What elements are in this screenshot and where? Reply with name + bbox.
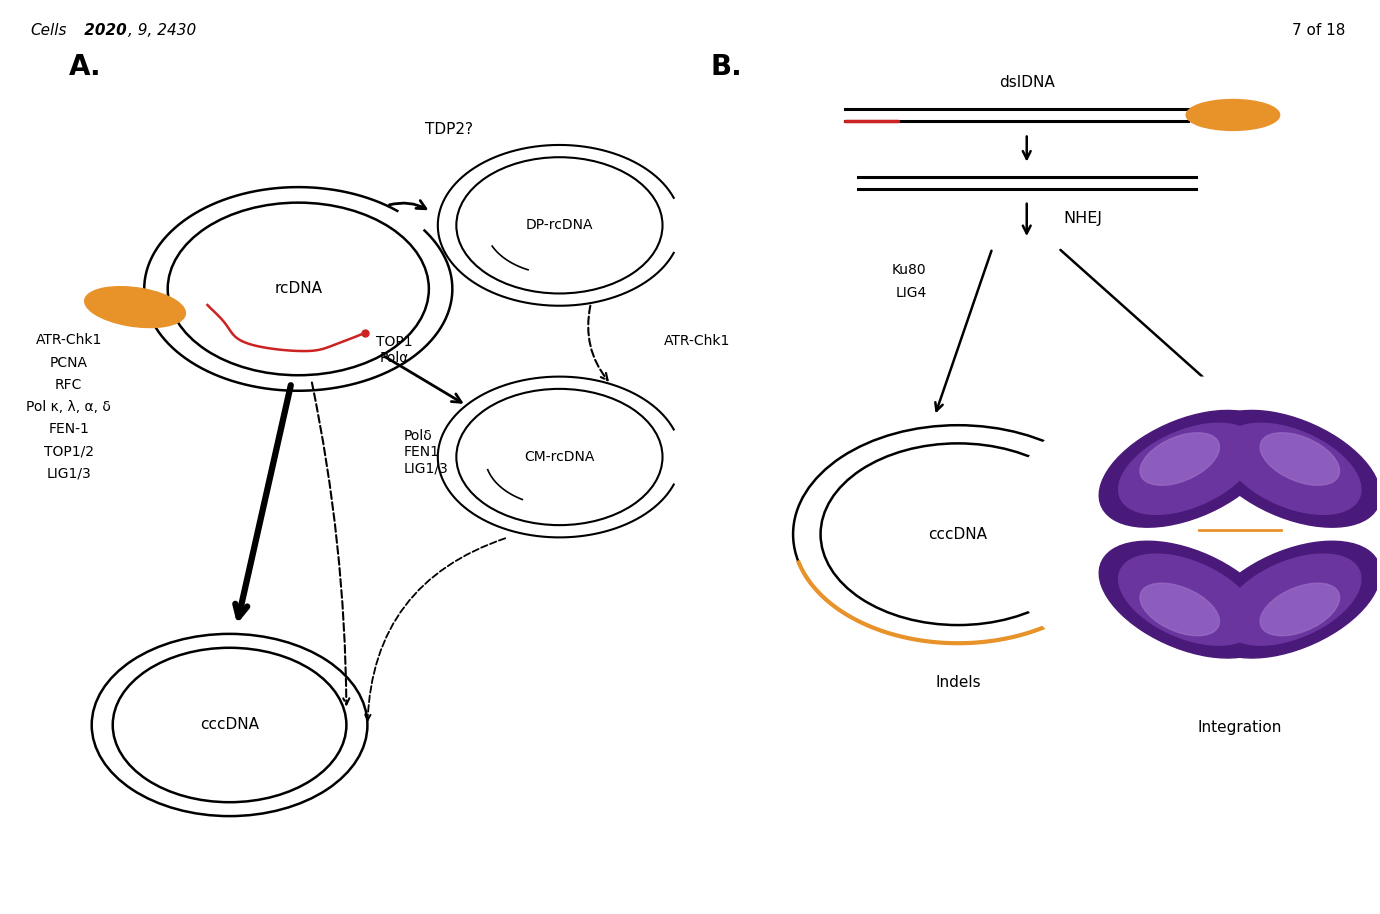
Text: 7 of 18: 7 of 18 xyxy=(1292,23,1346,37)
Text: cccDNA: cccDNA xyxy=(929,526,988,542)
Text: Indels: Indels xyxy=(936,675,981,690)
Text: 2020: 2020 xyxy=(79,23,127,37)
Circle shape xyxy=(999,376,1380,693)
Text: NHEJ: NHEJ xyxy=(1064,211,1103,227)
Text: , 9, 2430: , 9, 2430 xyxy=(128,23,196,37)
Ellipse shape xyxy=(1187,100,1279,131)
Text: Ku80
LIG4: Ku80 LIG4 xyxy=(891,263,926,300)
Ellipse shape xyxy=(1260,583,1340,636)
Ellipse shape xyxy=(1119,423,1256,515)
Text: B.: B. xyxy=(711,53,742,80)
Ellipse shape xyxy=(1223,423,1361,515)
Text: Cells: Cells xyxy=(30,23,66,37)
Text: DP-rcDNA: DP-rcDNA xyxy=(526,218,593,232)
Ellipse shape xyxy=(1100,541,1277,658)
Ellipse shape xyxy=(1140,432,1220,485)
Ellipse shape xyxy=(1223,554,1361,645)
Ellipse shape xyxy=(1260,432,1340,485)
Circle shape xyxy=(1214,518,1264,550)
Text: TDP2?: TDP2? xyxy=(425,122,473,137)
Ellipse shape xyxy=(1119,554,1256,645)
Text: A.: A. xyxy=(69,53,101,80)
Text: CM-rcDNA: CM-rcDNA xyxy=(524,450,595,464)
Text: Integration: Integration xyxy=(1198,720,1282,736)
Ellipse shape xyxy=(1140,583,1220,636)
Text: Polδ
FEN1
LIG1/3: Polδ FEN1 LIG1/3 xyxy=(404,430,448,475)
Ellipse shape xyxy=(1203,541,1380,658)
Text: rcDNA: rcDNA xyxy=(275,282,323,296)
Text: ATR-Chk1: ATR-Chk1 xyxy=(664,334,730,347)
Text: cccDNA: cccDNA xyxy=(200,717,259,732)
Text: dsIDNA: dsIDNA xyxy=(999,75,1054,90)
Ellipse shape xyxy=(1100,410,1277,527)
Text: TOP1
Polα: TOP1 Polα xyxy=(377,335,413,365)
Text: ATR-Chk1
PCNA
RFC
Pol κ, λ, α, δ
FEN-1
TOP1/2
LIG1/3: ATR-Chk1 PCNA RFC Pol κ, λ, α, δ FEN-1 T… xyxy=(26,334,112,481)
Ellipse shape xyxy=(1203,410,1380,527)
Ellipse shape xyxy=(84,287,185,327)
